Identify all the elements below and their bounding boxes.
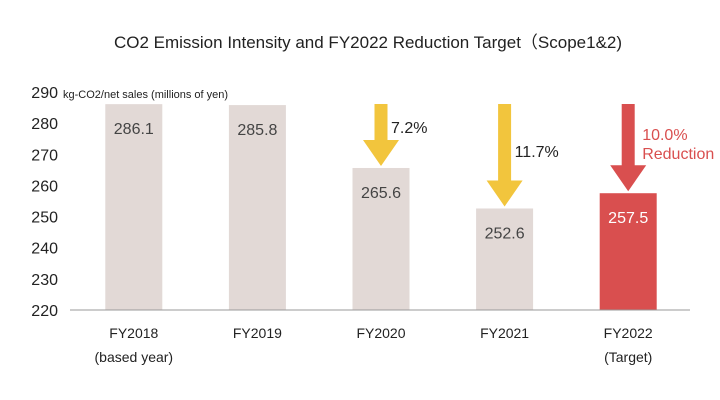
x-tick-label: FY2022 [604,325,653,341]
bar-fy2022 [599,193,657,310]
bars: 286.1 285.8 265.6 252.6 257.5 [105,104,657,310]
data-label: 252.6 [485,225,525,242]
reduction-label: 7.2% [391,120,427,137]
reduction-arrow [363,104,399,166]
y-tick-label: 260 [31,178,58,195]
x-tick-label: FY2018 [109,325,158,341]
x-axis: FY2018 (based year) FY2019 FY2020 FY2021 FY20… [95,325,653,365]
reduction-label: 10.0% Reduction [642,127,714,163]
x-tick-label: FY2021 [480,325,529,341]
reduction-arrow [610,104,647,192]
y-tick-label: 280 [31,116,58,133]
y-tick-label: 250 [31,210,58,227]
chart-title: CO2 Emission Intensity and FY2022 Reduct… [114,33,622,52]
data-label: 285.8 [237,122,277,139]
y-tick-label: 220 [31,303,58,320]
data-label: 286.1 [114,121,154,138]
x-tick-note: (Target) [604,349,652,365]
y-tick-label: 270 [31,147,58,164]
bar-fy2021 [476,208,534,310]
reduction-arrows: 7.2% 11.7% 10.0% Reduction [363,104,714,207]
data-label: 265.6 [361,185,401,202]
data-label: 257.5 [608,210,648,227]
bar-fy2019 [228,105,286,310]
y-tick-label: 290 [31,85,58,102]
y-tick-label: 240 [31,241,58,258]
x-tick-note: (based year) [95,349,174,365]
bar-fy2020 [352,167,410,310]
reduction-label: 11.7% [515,144,559,161]
reduction-arrow [486,104,523,207]
y-tick-label: 230 [31,272,58,289]
y-axis: 220 230 240 250 260 270 280 290 [31,85,58,320]
x-tick-label: FY2019 [233,325,282,341]
bar-fy2018 [105,104,163,310]
x-tick-label: FY2020 [356,325,405,341]
y-axis-label: kg-CO2/net sales (millions of yen) [63,89,228,101]
